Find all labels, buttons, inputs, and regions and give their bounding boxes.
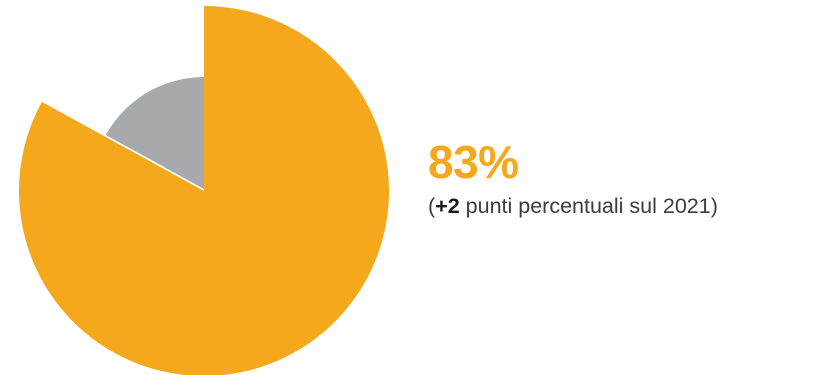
caption-delta: +2 — [435, 194, 460, 218]
caption-open-paren: ( — [428, 194, 436, 218]
headline-caption: (+2 punti percentuali sul 2021) — [428, 193, 718, 219]
headline-percentage: 83% — [428, 136, 519, 188]
pie-chart — [19, 6, 389, 375]
caption-rest: punti percentuali sul 2021) — [459, 194, 718, 218]
pie-slice-main — [19, 6, 389, 375]
pie-slice-remainder — [105, 77, 204, 189]
